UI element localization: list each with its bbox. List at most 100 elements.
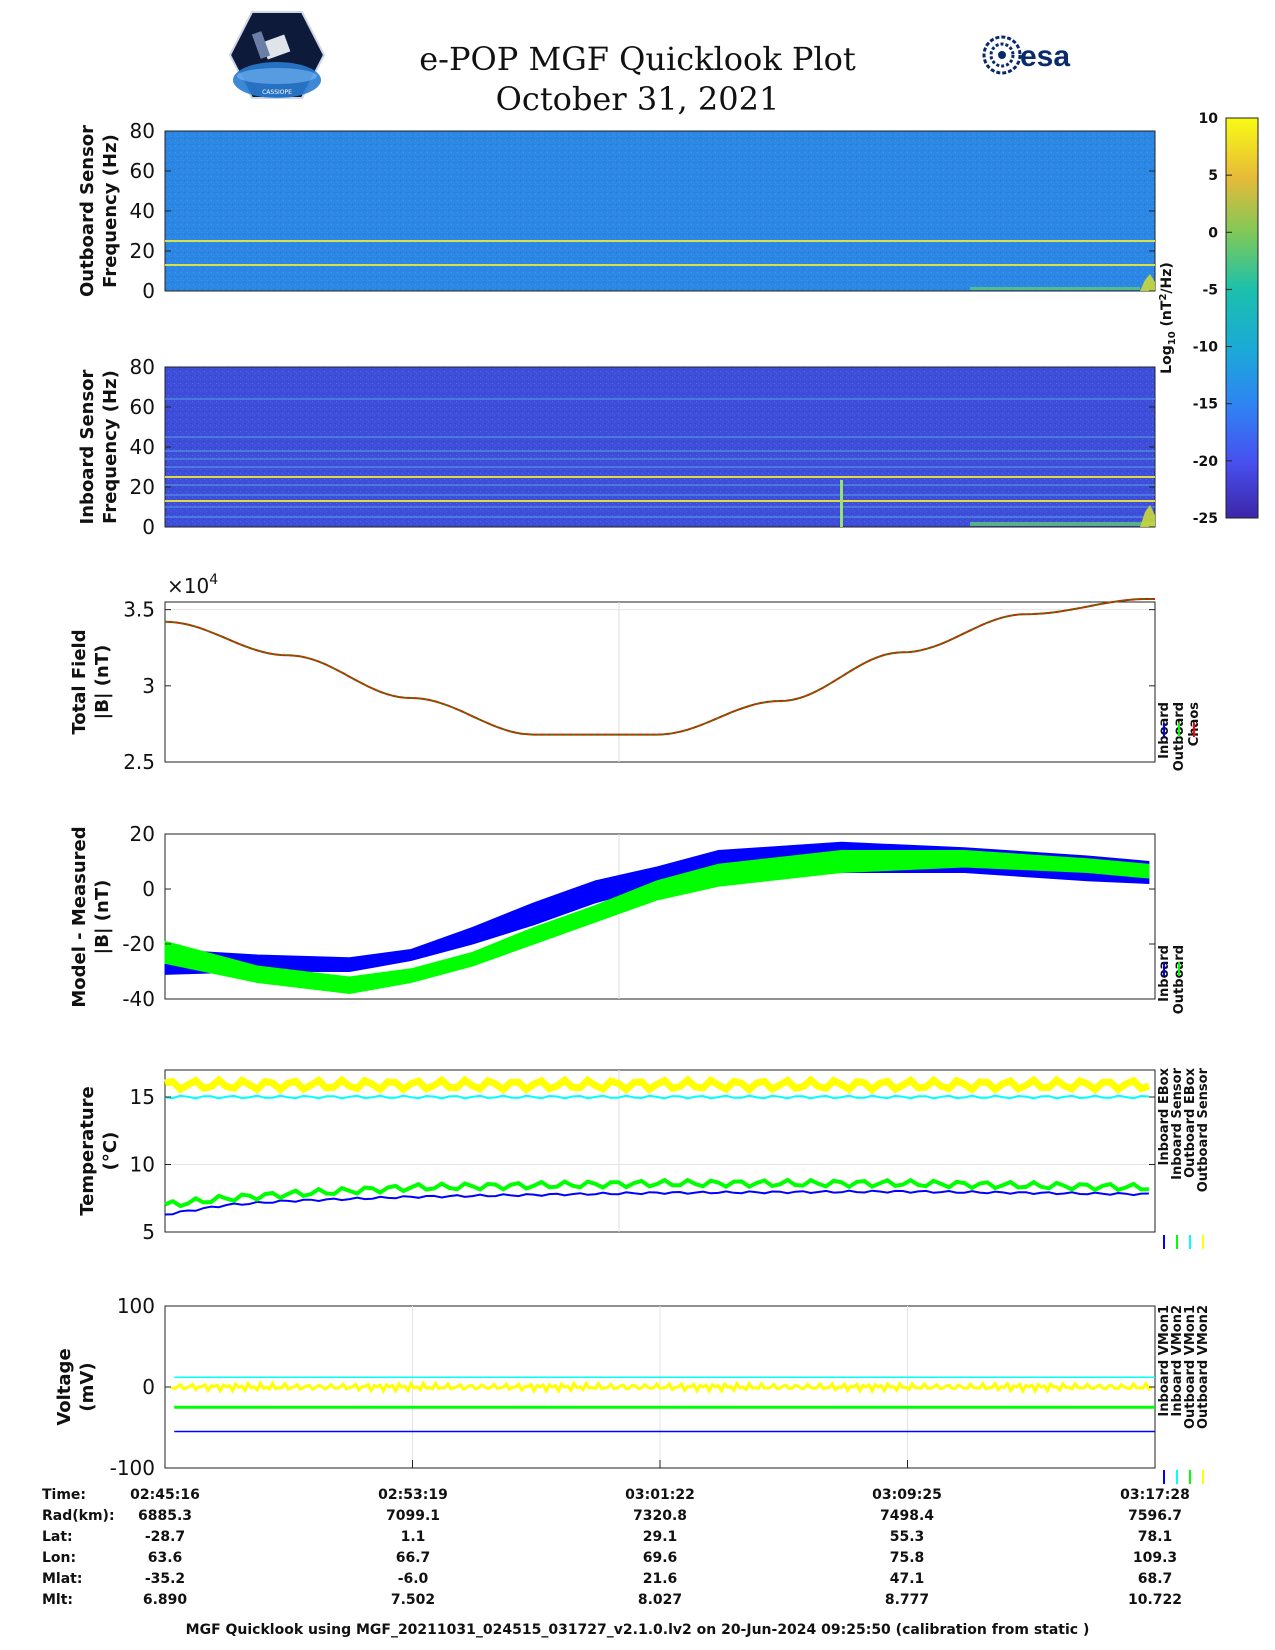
total-field-outboard-line bbox=[164, 598, 1155, 736]
ephem-cell: 6.890 bbox=[143, 1592, 188, 1608]
temp-legend-2: Outboard EBox bbox=[1183, 1067, 1198, 1177]
volt-line-3 bbox=[170, 1380, 1153, 1395]
ephem-cell: 7.502 bbox=[391, 1592, 435, 1608]
temp-line-1 bbox=[164, 1177, 1149, 1209]
temp-legend-3: Outboard Sensor bbox=[1196, 1067, 1211, 1192]
volt-legend-0: Inboard VMon1 bbox=[1157, 1305, 1172, 1417]
ephem-cell: 7320.8 bbox=[633, 1508, 687, 1524]
diff-tick-label-1: 0 bbox=[142, 877, 155, 901]
ephem-cell: 03:17:28 bbox=[1120, 1487, 1190, 1503]
inboard-tick-label-2: 40 bbox=[130, 435, 155, 459]
total-ylabel-2: |B| (nT) bbox=[92, 645, 113, 720]
ephem-cell: 68.7 bbox=[1138, 1571, 1173, 1587]
ephem-cell: 29.1 bbox=[643, 1529, 678, 1545]
volt-tick-label-2: -100 bbox=[110, 1456, 155, 1480]
total-tick-label-1: 3 bbox=[142, 674, 155, 698]
colorbar-tick-label-5: -15 bbox=[1193, 397, 1218, 413]
ephem-cell: 7596.7 bbox=[1128, 1508, 1182, 1524]
ephemeris-table: Time: Rad(km): Lat: Lon: Mlat: Mlt: 02:45:16 68… bbox=[42, 1487, 1190, 1608]
diff-tick-label-2: -20 bbox=[122, 932, 155, 956]
volt-legend-1: Inboard VMon2 bbox=[1170, 1305, 1185, 1417]
outboard-tick-label-2: 40 bbox=[130, 199, 155, 223]
ephem-cell: -35.2 bbox=[145, 1571, 185, 1587]
temp-ylabel-2: (°C) bbox=[100, 1132, 121, 1171]
colorbar-tick-label-1: 5 bbox=[1208, 168, 1218, 184]
diff-tick-label-3: -40 bbox=[122, 987, 155, 1011]
inboard-ylabel-1: Inboard Sensor bbox=[77, 369, 98, 524]
ephem-cell: 66.7 bbox=[396, 1550, 431, 1566]
inboard-ylabel-2: Frequency (Hz) bbox=[100, 370, 121, 524]
footer-note: MGF Quicklook using MGF_20211031_024515_… bbox=[185, 1622, 1090, 1638]
total-field-panel: ×104 Total Field |B| (nT) 3.532.5 Inboar… bbox=[69, 572, 1202, 774]
volt-tick-label-0: 100 bbox=[117, 1294, 155, 1318]
colorbar-tick-label-7: -25 bbox=[1193, 511, 1218, 527]
ephem-label-0: Time: bbox=[42, 1487, 86, 1503]
ephem-cell: 55.3 bbox=[890, 1529, 925, 1545]
temperature-panel: Temperature (°C) 15 10 5 Inboard EBoxInboa… bbox=[77, 1067, 1211, 1249]
ephem-cell: 7099.1 bbox=[386, 1508, 440, 1524]
ephem-cell: 6885.3 bbox=[138, 1508, 192, 1524]
temp-line-3 bbox=[164, 1075, 1151, 1095]
spectrogram-colorbar: 10 5 0 -5 -10 -15 -20 -25 Log10 (nT2/Hz) bbox=[1158, 111, 1259, 527]
ephem-cell: 02:53:19 bbox=[378, 1487, 448, 1503]
temp-ylabel-1: Temperature bbox=[77, 1086, 98, 1215]
ephem-cell: 109.3 bbox=[1133, 1550, 1177, 1566]
inboard-spectrogram: Inboard Sensor Frequency (Hz) 80 60 40 20 0 bbox=[77, 355, 1156, 539]
temp-line-2 bbox=[164, 1094, 1149, 1100]
ephem-label-4: Mlat: bbox=[42, 1571, 82, 1587]
ephem-label-1: Rad(km): bbox=[42, 1508, 115, 1524]
volt-ylabel-2: (mV) bbox=[77, 1362, 98, 1411]
volt-legend-3: Outboard VMon2 bbox=[1196, 1305, 1211, 1429]
ephem-cell: 8.027 bbox=[638, 1592, 682, 1608]
ephem-label-5: Mlt: bbox=[42, 1592, 73, 1608]
diff-band-outboard bbox=[164, 850, 1150, 995]
diff-ylabel-2: |B| (nT) bbox=[92, 880, 113, 955]
ephem-cell: 47.1 bbox=[890, 1571, 925, 1587]
outboard-tick-label-3: 20 bbox=[130, 239, 155, 263]
outboard-tick-label-4: 0 bbox=[142, 279, 155, 303]
temp-tick-label-0: 15 bbox=[130, 1085, 155, 1109]
diff-ylabel-1: Model - Measured bbox=[69, 826, 90, 1007]
temp-tick-label-2: 5 bbox=[142, 1220, 155, 1244]
ephem-cell: 69.6 bbox=[643, 1550, 678, 1566]
inboard-tick-label-1: 60 bbox=[130, 395, 155, 419]
diff-band-inboard bbox=[164, 841, 1150, 975]
ephem-cell: 21.6 bbox=[643, 1571, 678, 1587]
colorbar-tick-label-4: -10 bbox=[1193, 340, 1219, 356]
outboard-ylabel-2: Frequency (Hz) bbox=[100, 134, 121, 288]
total-ylabel-1: Total Field bbox=[69, 629, 90, 734]
temp-legend-0: Inboard EBox bbox=[1157, 1067, 1172, 1165]
colorbar-tick-label-6: -20 bbox=[1193, 454, 1219, 470]
exponent-power: 4 bbox=[209, 572, 218, 588]
outboard-tick-label-1: 60 bbox=[130, 159, 155, 183]
ephem-cell: 02:45:16 bbox=[130, 1487, 200, 1503]
voltage-panel: Voltage (mV) 100 0 -100 Inboard VMon1Inboa… bbox=[54, 1294, 1211, 1484]
inboard-tick-label-4: 0 bbox=[142, 515, 155, 539]
ephem-cell: 03:01:22 bbox=[625, 1487, 695, 1503]
diff-legend-outboard: Outboard bbox=[1172, 945, 1187, 1014]
diff-tick-label-0: 20 bbox=[130, 822, 155, 846]
total-tick-label-0: 3.5 bbox=[123, 598, 155, 622]
volt-legend-2: Outboard VMon1 bbox=[1183, 1305, 1198, 1429]
exponent-base: ×10 bbox=[167, 574, 209, 598]
temp-line-0 bbox=[164, 1189, 1149, 1216]
temp-legend-1: Inboard Sensor bbox=[1170, 1067, 1185, 1179]
ephem-cell: 75.8 bbox=[890, 1550, 925, 1566]
volt-tick-label-1: 0 bbox=[142, 1375, 155, 1399]
outboard-tick-label-0: 80 bbox=[130, 119, 155, 143]
outboard-spectrogram: Outboard Sensor Frequency (Hz) 80 60 40 20 0 bbox=[77, 119, 1156, 303]
ephem-cell: -6.0 bbox=[398, 1571, 429, 1587]
inboard-tick-label-0: 80 bbox=[130, 355, 155, 379]
ephem-cell: 7498.4 bbox=[880, 1508, 934, 1524]
mission-logo-text: CASSIOPE bbox=[262, 89, 292, 96]
cassiope-mission-logo: CASSIOPE bbox=[228, 11, 326, 99]
colorbar-label: Log10 (nT2/Hz) bbox=[1158, 262, 1178, 374]
plot-date: October 31, 2021 bbox=[495, 80, 780, 118]
temp-tick-label-1: 10 bbox=[130, 1153, 155, 1177]
svg-text:×104: ×104 bbox=[167, 572, 218, 598]
ephem-label-3: Lon: bbox=[42, 1550, 76, 1566]
inboard-tick-label-3: 20 bbox=[130, 475, 155, 499]
total-tick-label-2: 2.5 bbox=[123, 750, 155, 774]
outboard-ylabel-1: Outboard Sensor bbox=[77, 125, 98, 297]
